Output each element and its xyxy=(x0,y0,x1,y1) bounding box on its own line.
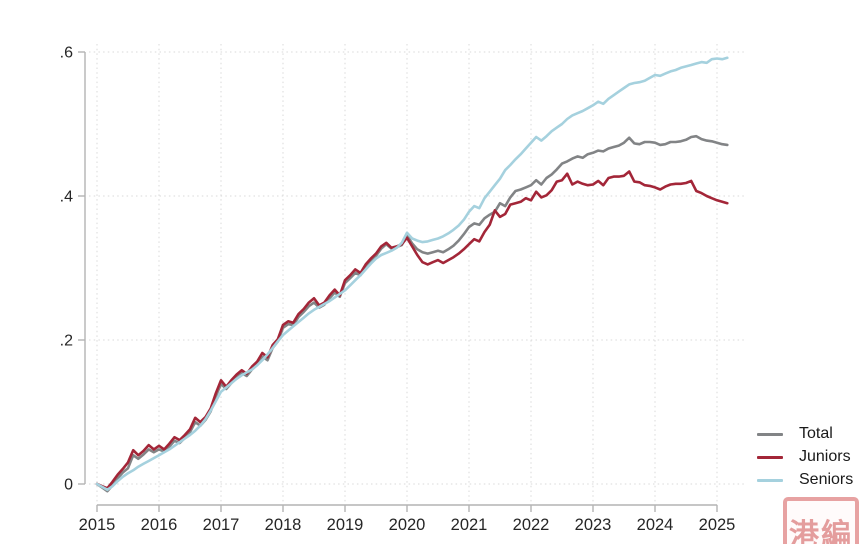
chart-legend: Total Juniors Seniors xyxy=(757,426,853,488)
x-tick-label: 2018 xyxy=(265,516,302,534)
watermark-seal-text: 港編 xyxy=(789,518,853,544)
series-line-juniors xyxy=(95,170,729,490)
legend-item-juniors: Juniors xyxy=(757,449,853,465)
y-tick-label: .2 xyxy=(60,333,73,350)
legend-label-total: Total xyxy=(799,425,833,442)
legend-item-seniors: Seniors xyxy=(757,472,853,488)
x-tick-label: 2017 xyxy=(203,516,240,534)
x-tick-label: 2024 xyxy=(637,516,674,534)
legend-swatch-total xyxy=(757,432,783,436)
x-tick-label: 2025 xyxy=(699,516,736,534)
series-line-total xyxy=(95,134,729,493)
x-tick-label: 2016 xyxy=(141,516,178,534)
x-tick-label: 2021 xyxy=(451,516,488,534)
y-tick-label: .4 xyxy=(60,189,73,206)
legend-swatch-juniors xyxy=(757,455,783,459)
y-tick-label: 0 xyxy=(64,477,73,494)
y-tick-label: .6 xyxy=(60,45,73,62)
x-tick-label: 2019 xyxy=(327,516,364,534)
legend-item-total: Total xyxy=(757,426,853,442)
x-tick-label: 2023 xyxy=(575,516,612,534)
legend-swatch-seniors xyxy=(757,478,783,482)
legend-label-seniors: Seniors xyxy=(799,471,854,488)
x-tick-label: 2015 xyxy=(79,516,116,534)
x-tick-label: 2022 xyxy=(513,516,550,534)
x-tick-label: 2020 xyxy=(389,516,426,534)
series-line-seniors xyxy=(95,56,729,492)
watermark-seal: 港編 xyxy=(783,497,859,544)
legend-label-juniors: Juniors xyxy=(799,448,851,465)
